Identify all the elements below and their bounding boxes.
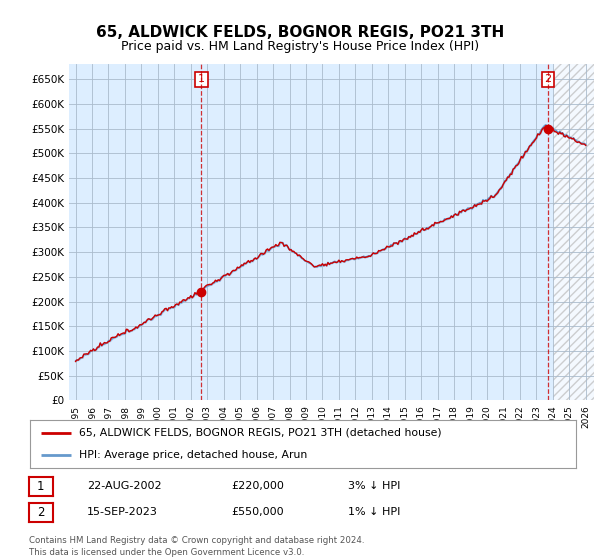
Text: This data is licensed under the Open Government Licence v3.0.: This data is licensed under the Open Gov… [29,548,304,557]
Text: Price paid vs. HM Land Registry's House Price Index (HPI): Price paid vs. HM Land Registry's House … [121,40,479,53]
Text: HPI: Average price, detached house, Arun: HPI: Average price, detached house, Arun [79,450,307,460]
Text: 3% ↓ HPI: 3% ↓ HPI [348,481,400,491]
Text: 22-AUG-2002: 22-AUG-2002 [87,481,161,491]
Text: 1: 1 [37,479,44,493]
Text: £550,000: £550,000 [231,507,284,517]
Text: 65, ALDWICK FELDS, BOGNOR REGIS, PO21 3TH: 65, ALDWICK FELDS, BOGNOR REGIS, PO21 3T… [96,25,504,40]
Text: 2: 2 [37,506,44,519]
Text: 1% ↓ HPI: 1% ↓ HPI [348,507,400,517]
Text: 2: 2 [545,74,551,85]
Text: 65, ALDWICK FELDS, BOGNOR REGIS, PO21 3TH (detached house): 65, ALDWICK FELDS, BOGNOR REGIS, PO21 3T… [79,428,442,438]
Text: £220,000: £220,000 [231,481,284,491]
Text: 1: 1 [198,74,205,85]
Text: 15-SEP-2023: 15-SEP-2023 [87,507,158,517]
Text: Contains HM Land Registry data © Crown copyright and database right 2024.: Contains HM Land Registry data © Crown c… [29,536,364,545]
